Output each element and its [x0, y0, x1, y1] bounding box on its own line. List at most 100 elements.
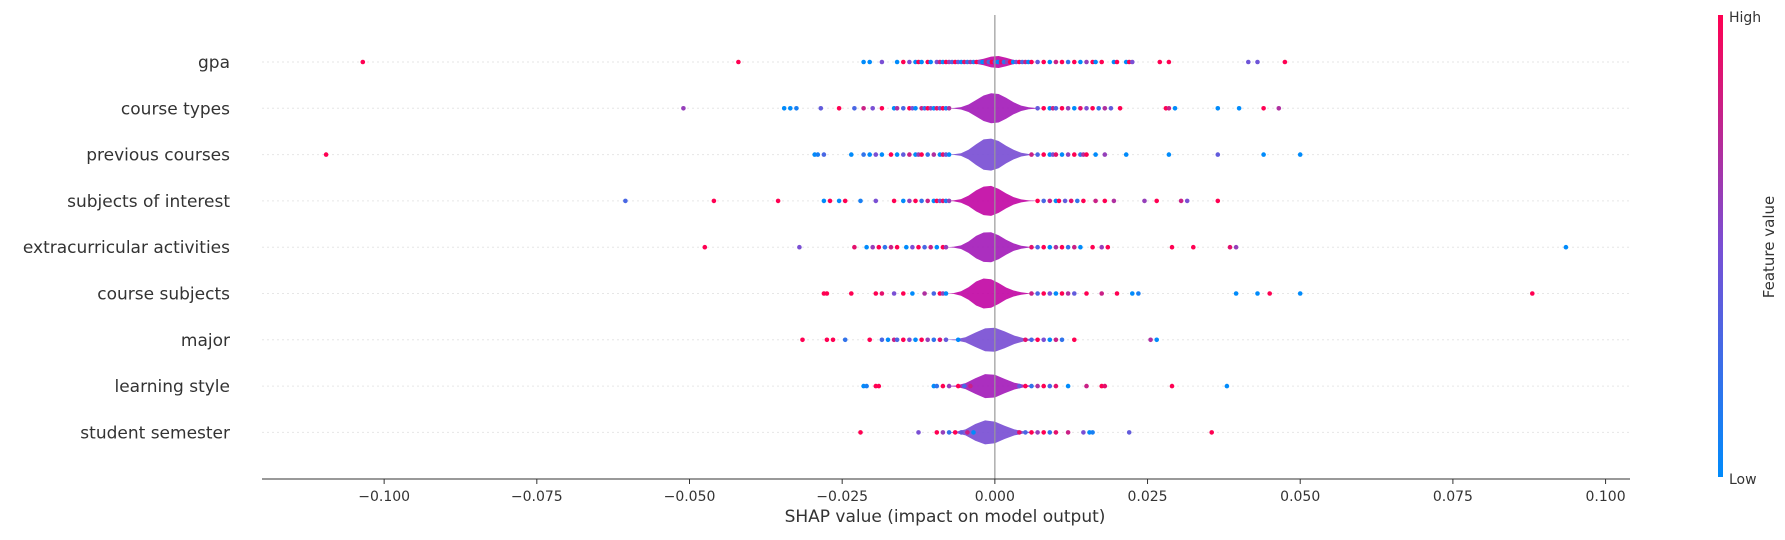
data-point — [1093, 152, 1098, 157]
data-point — [1169, 244, 1175, 250]
data-point — [788, 106, 793, 111]
data-point — [1047, 291, 1053, 296]
data-point — [842, 337, 848, 343]
data-point — [1047, 59, 1053, 65]
data-point — [1023, 430, 1028, 435]
data-point — [1035, 152, 1040, 157]
data-point — [1084, 106, 1089, 111]
data-point — [1255, 291, 1260, 296]
data-point — [1072, 337, 1077, 343]
data-point — [1068, 198, 1074, 204]
data-point — [781, 106, 787, 111]
data-point — [901, 291, 906, 296]
data-point — [885, 337, 891, 343]
data-point — [1169, 383, 1175, 389]
data-point — [1053, 291, 1059, 296]
feature-row-extracurricular-activities: extracurricular activities — [23, 232, 1630, 263]
data-point — [867, 152, 872, 157]
data-point — [1059, 106, 1065, 111]
data-point — [910, 291, 915, 296]
data-point — [1130, 59, 1135, 65]
data-point — [861, 152, 866, 157]
data-point — [1056, 198, 1062, 204]
data-point — [873, 152, 879, 157]
feature-label: major — [181, 331, 230, 351]
data-point — [1136, 291, 1141, 296]
feature-row-major: major — [181, 327, 1630, 352]
data-point — [919, 152, 924, 157]
data-point — [1191, 244, 1196, 250]
data-point — [1047, 337, 1053, 343]
data-point — [1209, 430, 1214, 435]
data-point — [1148, 337, 1153, 343]
data-point — [1059, 244, 1065, 250]
data-point — [943, 244, 949, 250]
data-point — [824, 291, 830, 296]
data-point — [934, 244, 940, 250]
data-point — [1035, 291, 1040, 296]
data-point — [1078, 106, 1083, 111]
data-point — [946, 106, 952, 111]
data-point — [1178, 198, 1184, 204]
data-point — [1053, 244, 1059, 250]
data-point — [1081, 430, 1086, 435]
data-point — [1029, 430, 1034, 435]
data-point — [1059, 152, 1065, 157]
feature-label: course types — [121, 99, 230, 119]
data-point — [1035, 244, 1040, 250]
data-point — [946, 383, 952, 389]
feature-row-learning-style: learning style — [114, 374, 1630, 399]
data-point — [1041, 106, 1046, 111]
data-point — [1099, 59, 1104, 65]
data-point — [1023, 383, 1028, 389]
data-point — [818, 106, 824, 111]
data-point — [1035, 59, 1040, 65]
data-point — [1090, 244, 1095, 250]
data-point — [879, 291, 885, 296]
data-point — [925, 152, 930, 157]
data-point — [1111, 198, 1117, 204]
data-point — [919, 59, 924, 65]
data-point — [870, 244, 875, 250]
data-point — [888, 152, 894, 157]
data-point — [1041, 152, 1046, 157]
x-tick-label: 0.075 — [1433, 489, 1473, 505]
data-point — [1041, 244, 1046, 250]
data-point — [894, 337, 900, 343]
data-point — [952, 430, 958, 435]
data-point — [821, 198, 827, 204]
data-point — [901, 198, 906, 204]
data-point — [1233, 244, 1239, 250]
data-point — [1114, 59, 1120, 65]
data-point — [1059, 59, 1065, 65]
data-point — [1017, 383, 1022, 389]
x-tick-label: −0.050 — [664, 489, 716, 505]
data-point — [1053, 337, 1059, 343]
data-point — [849, 152, 854, 157]
data-point — [937, 337, 943, 343]
feature-row-course-subjects: course subjects — [97, 278, 1630, 309]
data-point — [1166, 152, 1172, 157]
data-point — [1059, 291, 1065, 296]
data-point — [1017, 430, 1022, 435]
data-point — [711, 198, 717, 204]
data-point — [1166, 106, 1172, 111]
data-point — [1053, 59, 1059, 65]
data-point — [888, 244, 894, 250]
colorbar: High Low Feature value — [1718, 10, 1778, 488]
data-point — [1261, 106, 1266, 111]
data-point — [910, 244, 915, 250]
data-point — [955, 383, 961, 389]
feature-label: extracurricular activities — [23, 238, 230, 258]
data-point — [882, 244, 888, 250]
data-point — [1236, 106, 1242, 111]
data-point — [1065, 244, 1071, 250]
data-point — [1053, 106, 1059, 111]
data-point — [913, 198, 918, 204]
data-point — [702, 244, 708, 250]
data-point — [1041, 383, 1046, 389]
data-point — [1084, 152, 1089, 157]
data-point — [1059, 337, 1065, 343]
feature-label: learning style — [114, 377, 230, 397]
